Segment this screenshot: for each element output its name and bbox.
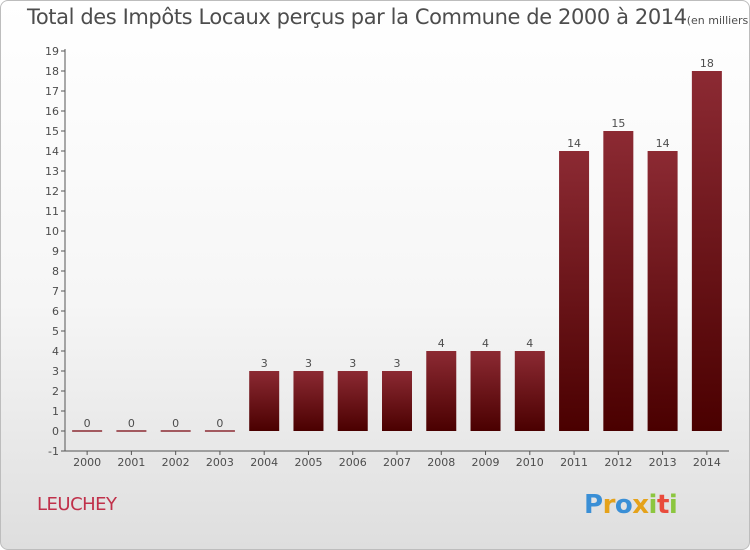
y-tick-label: 6 bbox=[52, 305, 59, 318]
x-tick-label: 2009 bbox=[472, 456, 500, 469]
x-tick-label: 2000 bbox=[73, 456, 101, 469]
y-tick-label: 16 bbox=[45, 105, 59, 118]
y-tick-label: 17 bbox=[45, 85, 59, 98]
x-tick-label: 2008 bbox=[427, 456, 455, 469]
x-tick-label: 2014 bbox=[693, 456, 721, 469]
data-label: 3 bbox=[305, 357, 312, 370]
logo-letter: P bbox=[584, 490, 603, 520]
bar bbox=[382, 371, 412, 431]
bar bbox=[470, 351, 501, 431]
data-label: 4 bbox=[526, 337, 533, 350]
title-unit: (en milliers d'€) bbox=[686, 14, 749, 27]
bar bbox=[426, 351, 457, 431]
x-tick-label: 2002 bbox=[162, 456, 190, 469]
y-tick-label: -1 bbox=[48, 445, 59, 458]
y-tick-label: 1 bbox=[52, 405, 59, 418]
data-label: 3 bbox=[349, 357, 356, 370]
y-tick-label: 9 bbox=[52, 245, 59, 258]
data-label: 4 bbox=[482, 337, 489, 350]
bar bbox=[337, 371, 368, 431]
data-label: 3 bbox=[261, 357, 268, 370]
bar bbox=[691, 71, 722, 431]
x-tick-label: 2007 bbox=[383, 456, 411, 469]
logo-letter: r bbox=[602, 490, 616, 520]
y-tick-label: 7 bbox=[52, 285, 59, 298]
data-label: 3 bbox=[394, 357, 401, 370]
data-label: 4 bbox=[438, 337, 445, 350]
logo-letter: o bbox=[614, 490, 633, 520]
x-tick-label: 2006 bbox=[339, 456, 367, 469]
data-label: 0 bbox=[172, 417, 179, 430]
logo-letter: x bbox=[632, 490, 649, 520]
x-tick-label: 2004 bbox=[250, 456, 278, 469]
x-tick-label: 2003 bbox=[206, 456, 234, 469]
bar bbox=[293, 371, 324, 431]
x-tick-label: 2010 bbox=[516, 456, 544, 469]
y-tick-label: 11 bbox=[45, 205, 59, 218]
y-tick-label: 18 bbox=[45, 65, 59, 78]
y-tick-label: 8 bbox=[52, 265, 59, 278]
data-label: 15 bbox=[611, 117, 625, 130]
data-label: 0 bbox=[84, 417, 91, 430]
bar bbox=[514, 351, 545, 431]
x-tick-label: 2012 bbox=[604, 456, 632, 469]
x-tick-label: 2005 bbox=[294, 456, 322, 469]
bar bbox=[647, 151, 678, 431]
x-tick-label: 2011 bbox=[560, 456, 588, 469]
logo-letter: t bbox=[656, 490, 669, 520]
bar bbox=[603, 131, 634, 431]
chart-title: Total des Impôts Locaux perçus par la Co… bbox=[27, 5, 749, 29]
data-label: 0 bbox=[128, 417, 135, 430]
proxiti-logo: Proxiti bbox=[584, 490, 678, 520]
y-tick-label: 15 bbox=[45, 125, 59, 138]
bar bbox=[559, 151, 590, 431]
title-main: Total des Impôts Locaux perçus par la Co… bbox=[27, 5, 687, 29]
y-tick-label: 2 bbox=[52, 385, 59, 398]
y-tick-label: 12 bbox=[45, 185, 59, 198]
y-tick-label: 14 bbox=[45, 145, 59, 158]
data-label: 14 bbox=[656, 137, 670, 150]
y-tick-label: 19 bbox=[45, 45, 59, 58]
y-tick-label: 0 bbox=[52, 425, 59, 438]
logo-letter: i bbox=[668, 490, 678, 520]
y-tick-label: 13 bbox=[45, 165, 59, 178]
x-tick-label: 2013 bbox=[649, 456, 677, 469]
commune-name: LEUCHEY bbox=[37, 494, 117, 515]
y-tick-label: 10 bbox=[45, 225, 59, 238]
bar bbox=[249, 371, 280, 431]
y-tick-label: 5 bbox=[52, 325, 59, 338]
data-label: 14 bbox=[567, 137, 581, 150]
y-tick-label: 3 bbox=[52, 365, 59, 378]
logo-letter: i bbox=[648, 490, 658, 520]
data-label: 0 bbox=[216, 417, 223, 430]
x-tick-label: 2001 bbox=[117, 456, 145, 469]
data-label: 18 bbox=[700, 57, 714, 70]
y-tick-label: 4 bbox=[52, 345, 59, 358]
